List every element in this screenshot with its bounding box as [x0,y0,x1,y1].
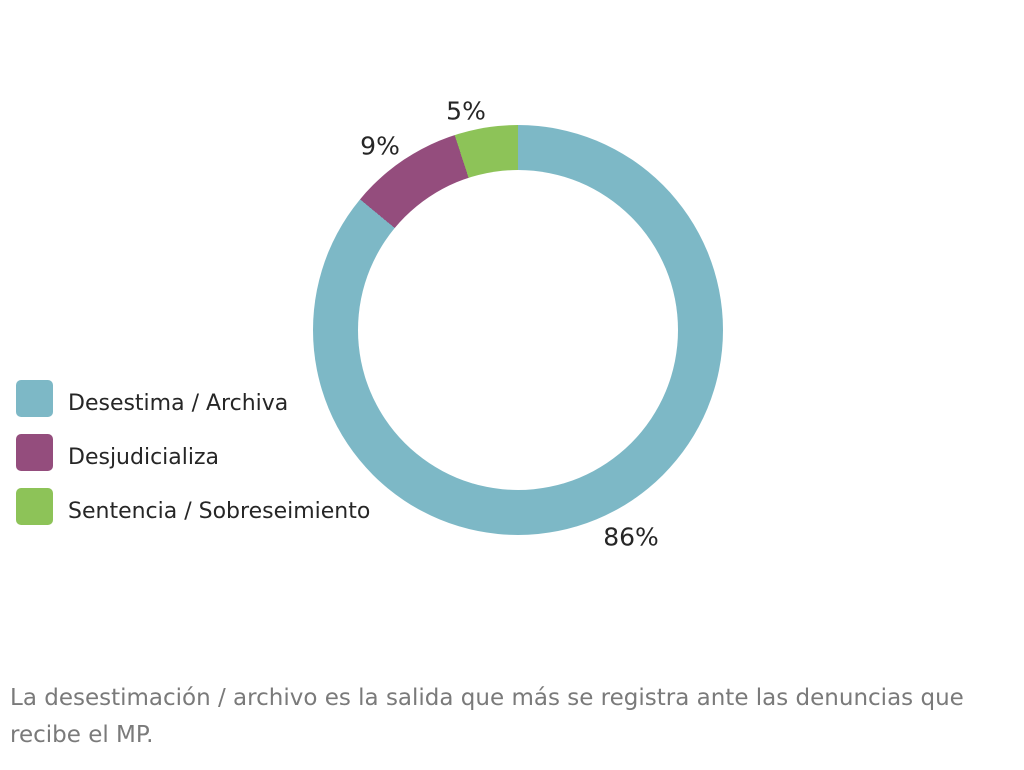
caption-line-1: La desestimación / archivo es la salida … [10,685,964,711]
legend-item-desestima: Desestima / Archiva [16,380,370,417]
slice-label-desestima: 86% [603,522,659,552]
slice-label-desjudicializa: 9% [360,131,400,161]
legend-item-sentencia: Sentencia / Sobreseimiento [16,488,370,525]
legend-swatch-desjudicializa [16,434,53,471]
legend-label-sentencia: Sentencia / Sobreseimiento [68,499,371,524]
donut-chart [313,125,723,535]
caption-line-2: recibe el MP. [10,722,154,748]
legend-swatch-sentencia [16,488,53,525]
chart-caption: La desestimación / archivo es la salida … [10,680,1018,754]
donut-hole [358,170,678,490]
slice-label-sentencia: 5% [446,96,486,126]
chart-legend: Desestima / Archiva Desjudicializa Sente… [16,380,370,542]
legend-label-desestima: Desestima / Archiva [68,391,289,416]
legend-swatch-desestima [16,380,53,417]
legend-item-desjudicializa: Desjudicializa [16,434,370,471]
legend-label-desjudicializa: Desjudicializa [68,445,220,470]
